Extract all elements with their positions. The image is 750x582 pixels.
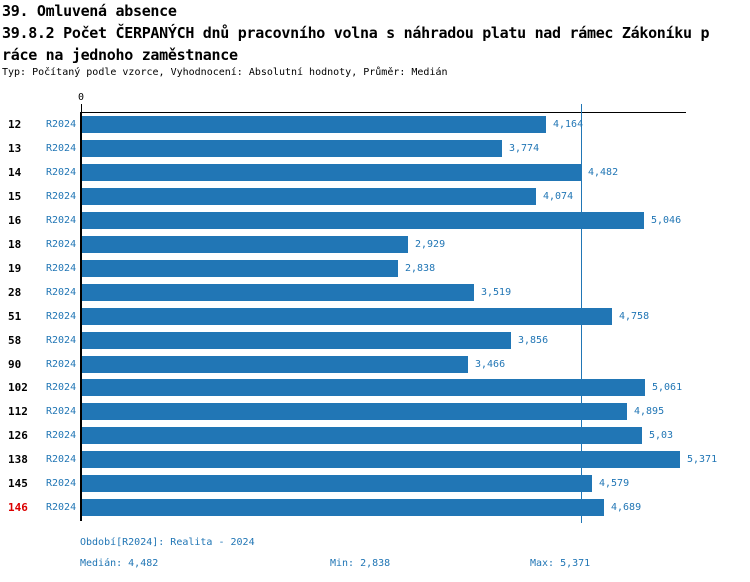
value-bar xyxy=(82,163,581,181)
row-org-number: 90 xyxy=(8,357,22,371)
row-series-label: R2024 xyxy=(46,262,77,274)
row-series-label: R2024 xyxy=(46,382,77,394)
value-bar xyxy=(82,139,502,157)
row-series-label: R2024 xyxy=(46,119,77,130)
row-series-label: R2024 xyxy=(46,358,77,370)
value-bar xyxy=(82,331,511,349)
row-series-label: R2024 xyxy=(46,190,77,202)
row-org-number: 15 xyxy=(8,189,22,203)
chart-row: 12 R2024 4,164 xyxy=(0,113,750,137)
chart-row: 13 R2024 3,774 xyxy=(0,137,750,161)
bar-value-label: 3,466 xyxy=(475,358,506,370)
bar-value-label: 4,758 xyxy=(619,310,650,322)
value-bar xyxy=(82,427,642,445)
value-bar xyxy=(82,475,592,493)
chart-row: 18 R2024 2,929 xyxy=(0,233,750,257)
row-org-number: 138 xyxy=(8,453,28,467)
row-org-number: 145 xyxy=(8,477,28,491)
bar-value-label: 5,046 xyxy=(651,214,682,226)
bar-value-label: 2,929 xyxy=(415,238,446,250)
value-bar xyxy=(82,116,546,133)
row-org-number: 12 xyxy=(8,118,22,131)
row-org-number: 126 xyxy=(8,429,28,443)
bar-value-label: 4,689 xyxy=(611,502,642,514)
axis-zero-label: 0 xyxy=(77,92,85,103)
row-org-number: 16 xyxy=(8,213,22,227)
bar-chart: 0 xyxy=(0,90,750,530)
row-series-label: R2024 xyxy=(46,478,77,490)
bar-value-label: 4,482 xyxy=(588,166,619,178)
value-bar xyxy=(82,283,474,301)
row-series-label: R2024 xyxy=(46,334,77,346)
report-title: 39. Omluvená absence xyxy=(2,2,177,20)
chart-row: 102 R2024 5,061 xyxy=(0,376,750,400)
bar-value-label: 3,774 xyxy=(509,142,540,154)
row-series-label: R2024 xyxy=(46,142,77,154)
report-subtitle-line2: ráce na jednoho zaměstnance xyxy=(2,46,238,64)
row-org-number: 102 xyxy=(8,381,28,395)
row-series-label: R2024 xyxy=(46,310,77,322)
chart-row: 90 R2024 3,466 xyxy=(0,353,750,377)
axis-left-line xyxy=(80,112,82,521)
value-bar xyxy=(82,379,645,397)
bar-value-label: 4,164 xyxy=(553,119,584,130)
row-series-label: R2024 xyxy=(46,238,77,250)
chart-row: 126 R2024 5,03 xyxy=(0,424,750,448)
row-org-number: 19 xyxy=(8,261,22,275)
footer-median: Medián: 4,482 xyxy=(80,558,159,569)
row-org-number: 18 xyxy=(8,237,22,251)
chart-row: 14 R2024 4,482 xyxy=(0,161,750,185)
bar-value-label: 4,579 xyxy=(599,478,630,490)
value-bar xyxy=(82,499,604,517)
row-org-number: 14 xyxy=(8,165,22,179)
value-bar xyxy=(82,307,612,325)
row-series-label: R2024 xyxy=(46,286,77,298)
bar-value-label: 3,519 xyxy=(481,286,512,298)
bar-value-label: 3,856 xyxy=(518,334,549,346)
value-bar xyxy=(82,211,644,229)
row-series-label: R2024 xyxy=(46,454,77,466)
footer-max: Max: 5,371 xyxy=(530,558,591,569)
axis-top-line xyxy=(80,112,686,113)
value-bar xyxy=(82,235,408,253)
row-org-number: 28 xyxy=(8,285,22,299)
bar-value-label: 5,061 xyxy=(652,382,683,394)
row-org-number: 13 xyxy=(8,141,22,155)
chart-row: 16 R2024 5,046 xyxy=(0,209,750,233)
row-org-number: 112 xyxy=(8,405,28,419)
row-org-number: 51 xyxy=(8,309,22,323)
row-series-label: R2024 xyxy=(46,430,77,442)
row-org-number: 58 xyxy=(8,333,22,347)
bar-value-label: 5,03 xyxy=(649,430,674,442)
bar-value-label: 5,371 xyxy=(687,454,718,466)
row-series-label: R2024 xyxy=(46,166,77,178)
footer-min: Min: 2,838 xyxy=(330,558,391,569)
chart-row: 145 R2024 4,579 xyxy=(0,472,750,496)
report-meta: Typ: Počítaný podle vzorce, Vyhodnocení:… xyxy=(2,67,448,78)
chart-row: 19 R2024 2,838 xyxy=(0,257,750,281)
value-bar xyxy=(82,403,627,421)
chart-row: 112 R2024 4,895 xyxy=(0,400,750,424)
report-subtitle-line1: 39.8.2 Počet ČERPANÝCH dnů pracovního vo… xyxy=(2,24,710,42)
row-series-label: R2024 xyxy=(46,502,77,514)
footer-period: Období[R2024]: Realita - 2024 xyxy=(80,537,255,548)
chart-row: 58 R2024 3,856 xyxy=(0,329,750,353)
row-series-label: R2024 xyxy=(46,214,77,226)
value-bar xyxy=(82,187,536,205)
chart-row: 51 R2024 4,758 xyxy=(0,305,750,329)
chart-row: 138 R2024 5,371 xyxy=(0,448,750,472)
value-bar xyxy=(82,451,680,469)
chart-row: 15 R2024 4,074 xyxy=(0,185,750,209)
row-series-label: R2024 xyxy=(46,406,77,418)
chart-row: 28 R2024 3,519 xyxy=(0,281,750,305)
chart-row: 146 R2024 4,689 xyxy=(0,496,750,520)
bar-value-label: 4,074 xyxy=(543,190,574,202)
bar-value-label: 2,838 xyxy=(405,262,436,274)
value-bar xyxy=(82,259,398,277)
axis-zero-tick xyxy=(81,104,82,112)
bar-value-label: 4,895 xyxy=(634,406,665,418)
row-org-number: 146 xyxy=(8,501,28,515)
value-bar xyxy=(82,355,468,373)
